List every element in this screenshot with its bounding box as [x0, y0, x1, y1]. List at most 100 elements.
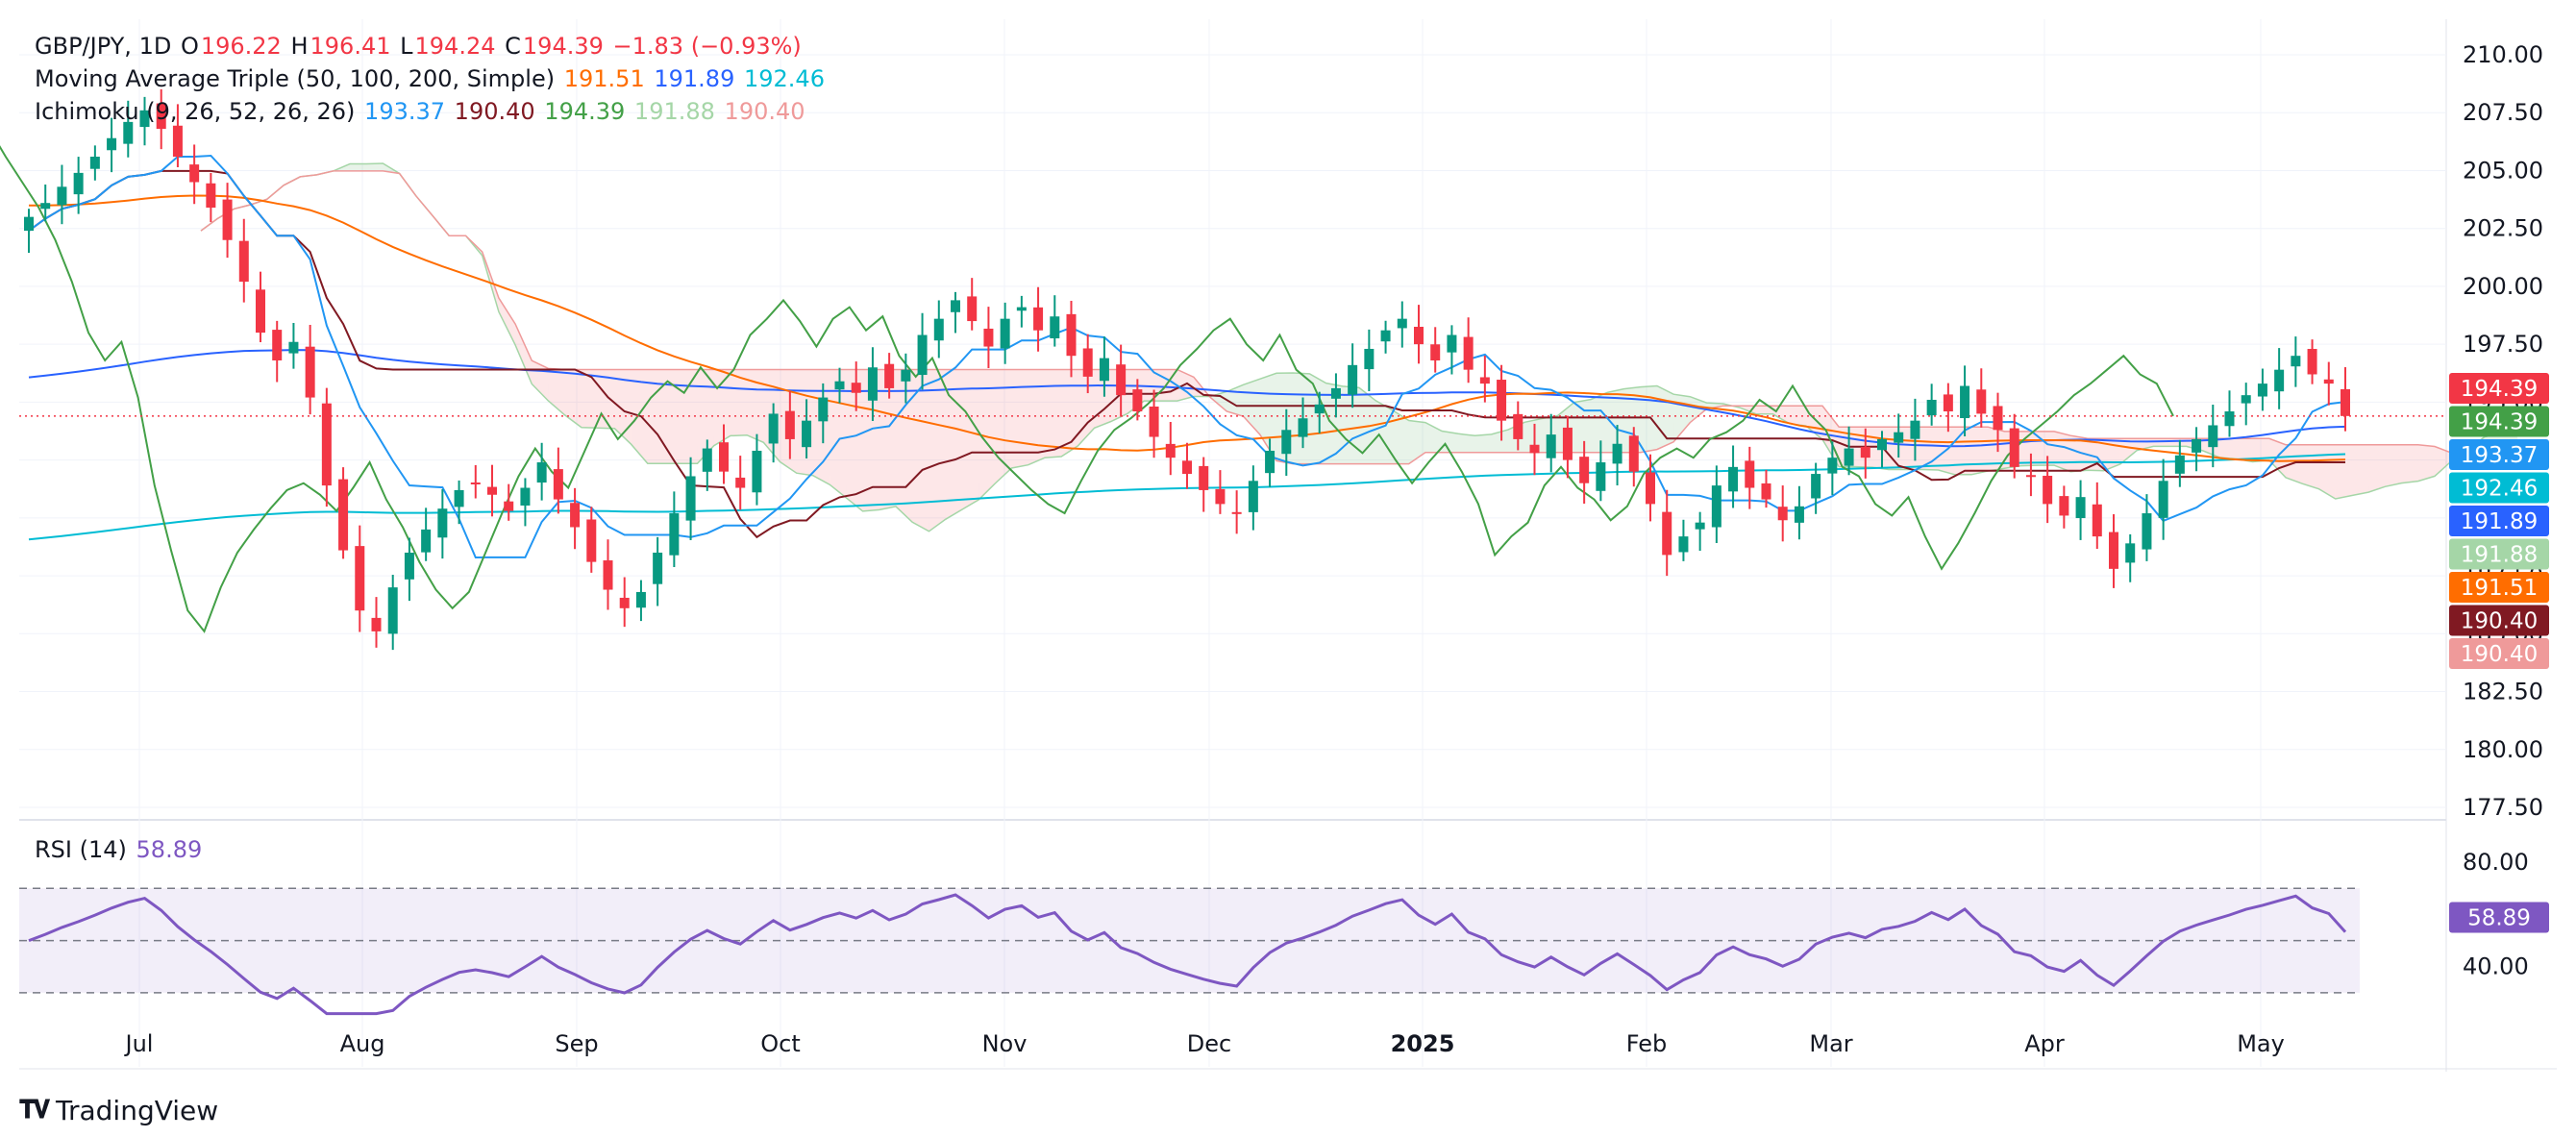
candle-up — [1546, 434, 1556, 458]
cloud-segment — [713, 369, 731, 446]
rsi-tag-label: 58.89 — [2467, 905, 2531, 930]
candle-down — [1414, 326, 1424, 345]
candle-down — [1132, 389, 1143, 412]
candle-up — [901, 369, 911, 382]
candle-up — [2274, 369, 2285, 392]
base-value: 190.40 — [454, 98, 535, 125]
time-axis[interactable]: Jul Aug Sep Oct Nov Dec 2025 Feb Mar Apr May — [124, 1030, 2285, 1057]
ma200-value: 192.46 — [743, 65, 825, 92]
ma-legend[interactable]: Moving Average Triple (50, 100, 200, Sim… — [35, 65, 827, 92]
price-tick-label: 197.50 — [2463, 331, 2543, 358]
cloud-segment — [1656, 385, 1674, 450]
candle-up — [1330, 387, 1341, 399]
time-tick-label: 2025 — [1391, 1030, 1455, 1057]
tradingview-brand[interactable]: 𝐓𝐕 TradingView — [19, 1095, 218, 1126]
cloud-segment — [2252, 438, 2269, 462]
candle-up — [1099, 358, 1109, 382]
time-tick-label: May — [2237, 1030, 2285, 1057]
candle-up — [867, 367, 878, 401]
candle-down — [1993, 406, 2003, 431]
cloud-segment — [1309, 373, 1326, 464]
symbol-label[interactable]: GBP/JPY, 1D — [35, 33, 172, 60]
price-tag — [2449, 373, 2549, 404]
candle-down — [2341, 388, 2350, 416]
candle-down — [189, 164, 200, 183]
candle-down — [321, 403, 332, 486]
time-tick-label: Mar — [1809, 1030, 1852, 1057]
candle-up — [1695, 522, 1705, 530]
candle-up — [635, 591, 646, 608]
cloud-segment — [498, 297, 516, 345]
price-tag-label: 194.39 — [2461, 410, 2538, 435]
candle-up — [107, 137, 117, 151]
cloud-segment — [2236, 438, 2253, 462]
candle-down — [238, 240, 249, 283]
time-tick-label: Dec — [1187, 1030, 1231, 1057]
candle-down — [884, 363, 895, 388]
cloud-segment — [1690, 396, 1707, 423]
candle-up — [685, 476, 696, 521]
candle-down — [2323, 379, 2334, 384]
candle-down — [1165, 443, 1176, 458]
candle-up — [1380, 330, 1391, 342]
candle-down — [1116, 364, 1127, 396]
cloud-segment — [1061, 369, 1078, 458]
cloud-segment — [1524, 418, 1542, 453]
cloud-segment — [2302, 444, 2319, 489]
cloud-segment — [564, 369, 582, 428]
candle-up — [2192, 438, 2202, 453]
candle-down — [487, 486, 497, 495]
cloud-segment — [548, 368, 565, 415]
cloud-segment — [1491, 430, 1508, 453]
price-tag-label: 191.89 — [2461, 509, 2538, 534]
candle-down — [2025, 475, 2036, 478]
candle-up — [1960, 385, 1970, 419]
price-tick-label: 182.50 — [2463, 679, 2543, 705]
candle-down — [967, 296, 978, 322]
rsi-legend[interactable]: RSI (14) 58.89 — [35, 836, 204, 863]
cloud-segment — [1789, 406, 1806, 427]
low-value: 194.24 — [414, 33, 496, 60]
cloud-segment — [2119, 438, 2138, 464]
cloud-segment — [1970, 427, 1989, 475]
rsi-line — [28, 893, 2347, 1016]
candle-up — [1612, 443, 1622, 464]
candle-up — [520, 487, 531, 506]
candle-down — [2092, 504, 2102, 537]
candle-down — [222, 199, 233, 240]
cloud-segment — [614, 369, 632, 445]
candle-up — [24, 216, 34, 232]
price-tag — [2449, 572, 2549, 603]
ichimoku-legend[interactable]: Ichimoku (9, 26, 52, 26, 26) 193.37 190.… — [35, 98, 807, 125]
cloud-segment — [2020, 431, 2038, 466]
candle-up — [2257, 383, 2267, 397]
cloud-segment — [1325, 383, 1343, 464]
candle-up — [2241, 395, 2251, 404]
candle-up — [387, 587, 398, 634]
cloud-segment — [366, 162, 384, 171]
cloud-segment — [1375, 400, 1393, 464]
candle-up — [1314, 404, 1325, 414]
candles — [24, 88, 2350, 651]
candle-up — [669, 513, 680, 556]
time-tick-label: Nov — [982, 1030, 1028, 1057]
price-tag — [2449, 605, 2549, 636]
high-label: H — [290, 33, 309, 60]
candle-up — [1678, 536, 1689, 553]
cloud-segment — [2335, 444, 2352, 500]
candle-up — [89, 157, 100, 169]
price-tick-label: 200.00 — [2463, 273, 2543, 300]
cloud-segment — [1954, 427, 1971, 475]
cloud-segment — [1408, 420, 1425, 464]
price-tag-label: 191.88 — [2461, 543, 2538, 568]
candle-down — [172, 125, 183, 158]
candle-up — [2208, 425, 2218, 448]
time-tick-label: Feb — [1626, 1030, 1668, 1057]
cloud-segment — [862, 369, 879, 511]
candle-down — [586, 519, 597, 562]
price-tag-label: 194.39 — [2461, 377, 2538, 402]
candle-down — [1430, 344, 1441, 361]
candle-down — [272, 330, 283, 361]
candle-down — [851, 383, 861, 393]
candle-down — [371, 617, 382, 631]
